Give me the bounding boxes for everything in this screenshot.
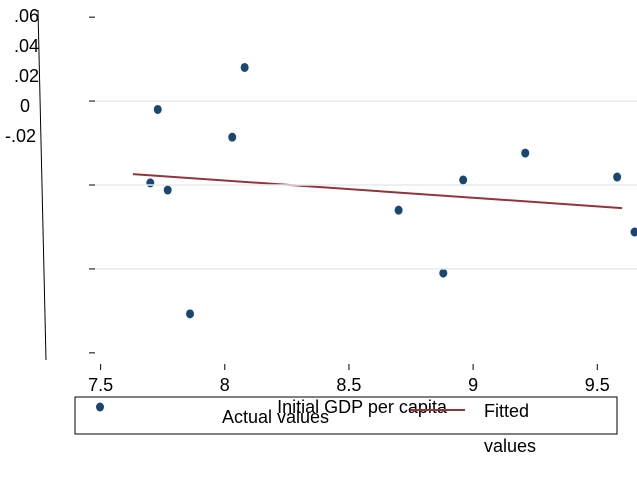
point [163, 185, 172, 195]
legend-box [74, 396, 618, 435]
x-tick-label: 8 [220, 375, 230, 395]
point [394, 205, 403, 215]
x-tick-label: 9.5 [585, 375, 610, 395]
point [228, 132, 237, 142]
legend-label: Actual values [222, 407, 329, 427]
point [613, 172, 622, 182]
point [459, 175, 468, 185]
plot-area [132, 62, 637, 319]
y-tick-label: 0 [20, 96, 30, 116]
point [439, 268, 448, 278]
point [146, 178, 155, 188]
x-axis-label: Initial GDP per capita [277, 397, 448, 417]
x-tick-label: 7.5 [88, 375, 113, 395]
legend-label: Fitted values [484, 401, 536, 456]
point [153, 104, 162, 114]
point [630, 227, 637, 237]
y-tick-label: -.02 [5, 126, 36, 146]
y-tick-label: .02 [14, 66, 39, 86]
point [240, 62, 249, 72]
fitted-line [132, 173, 623, 210]
y-tick-label: .04 [14, 36, 39, 56]
point [186, 309, 195, 319]
point [521, 148, 530, 158]
y-tick-label: .06 [14, 6, 39, 26]
x-tick-label: 8.5 [336, 375, 361, 395]
x-tick-label: 9 [468, 375, 478, 395]
y-axis [37, 9, 47, 361]
legend-marker [96, 402, 104, 412]
